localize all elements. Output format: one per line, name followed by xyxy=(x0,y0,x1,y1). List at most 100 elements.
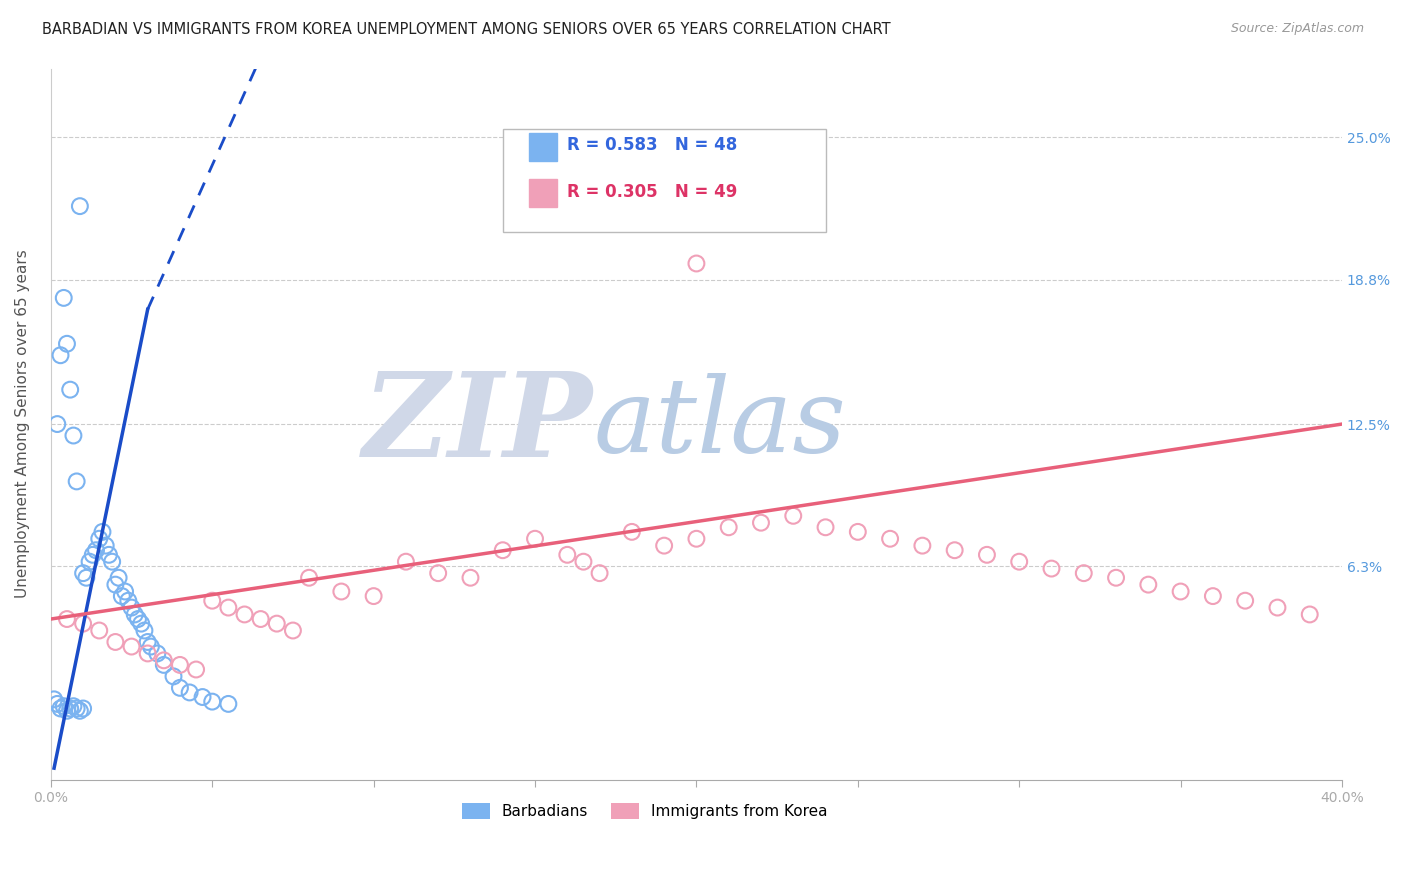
Point xyxy=(1234,593,1257,607)
Point xyxy=(1299,607,1322,622)
Y-axis label: Unemployment Among Seniors over 65 years: Unemployment Among Seniors over 65 years xyxy=(15,250,30,599)
Point xyxy=(56,336,79,351)
Point xyxy=(191,690,214,704)
Point xyxy=(91,524,114,539)
Point xyxy=(114,584,136,599)
Point xyxy=(1008,555,1031,569)
Point xyxy=(814,520,837,534)
Point xyxy=(107,571,129,585)
Point xyxy=(217,697,239,711)
Point xyxy=(69,704,91,718)
Point xyxy=(129,616,152,631)
Text: BARBADIAN VS IMMIGRANTS FROM KOREA UNEMPLOYMENT AMONG SENIORS OVER 65 YEARS CORR: BARBADIAN VS IMMIGRANTS FROM KOREA UNEMP… xyxy=(42,22,891,37)
Point xyxy=(201,593,224,607)
Text: R = 0.305   N = 49: R = 0.305 N = 49 xyxy=(567,183,738,201)
Point xyxy=(52,291,75,305)
Point xyxy=(117,593,139,607)
Point xyxy=(266,616,288,631)
Point xyxy=(82,548,104,562)
Legend: Barbadians, Immigrants from Korea: Barbadians, Immigrants from Korea xyxy=(456,797,834,825)
Point xyxy=(52,699,75,714)
Point xyxy=(524,532,547,546)
Point xyxy=(846,524,869,539)
Point xyxy=(652,539,675,553)
FancyBboxPatch shape xyxy=(529,178,557,207)
Point xyxy=(201,695,224,709)
Point xyxy=(492,543,515,558)
Point xyxy=(1267,600,1289,615)
Point xyxy=(97,548,120,562)
Point xyxy=(104,635,127,649)
Point xyxy=(588,566,610,581)
Point xyxy=(136,635,159,649)
Text: R = 0.583   N = 48: R = 0.583 N = 48 xyxy=(567,136,738,154)
Point xyxy=(104,577,127,591)
Point xyxy=(72,566,94,581)
Point xyxy=(169,681,191,695)
Point xyxy=(124,607,146,622)
Point xyxy=(976,548,998,562)
Point xyxy=(153,653,176,667)
Point xyxy=(281,624,304,638)
Point xyxy=(146,647,169,661)
Point xyxy=(69,199,91,213)
Point xyxy=(49,701,72,715)
FancyBboxPatch shape xyxy=(503,129,825,232)
Point xyxy=(66,475,89,489)
Point xyxy=(233,607,256,622)
Point xyxy=(749,516,772,530)
Point xyxy=(89,532,111,546)
Point xyxy=(169,657,191,672)
Point xyxy=(879,532,901,546)
Point xyxy=(1137,577,1160,591)
Point xyxy=(72,616,94,631)
Point xyxy=(59,701,82,715)
Point xyxy=(555,548,578,562)
Point xyxy=(782,508,804,523)
Point xyxy=(136,647,159,661)
Point xyxy=(62,428,84,442)
Point xyxy=(72,701,94,715)
Point xyxy=(46,417,69,431)
Point xyxy=(685,256,707,270)
Point xyxy=(79,555,101,569)
Point xyxy=(84,543,107,558)
Point xyxy=(121,640,143,654)
Point xyxy=(943,543,966,558)
Point xyxy=(685,532,707,546)
Point xyxy=(42,692,65,706)
Point xyxy=(89,624,111,638)
Point xyxy=(94,539,117,553)
Point xyxy=(66,701,89,715)
Point xyxy=(162,669,184,683)
Text: ZIP: ZIP xyxy=(363,367,593,482)
Point xyxy=(717,520,740,534)
Point xyxy=(330,584,353,599)
Point xyxy=(298,571,321,585)
Text: Source: ZipAtlas.com: Source: ZipAtlas.com xyxy=(1230,22,1364,36)
Point xyxy=(62,699,84,714)
Point xyxy=(184,663,207,677)
Point xyxy=(363,589,385,603)
Point xyxy=(249,612,271,626)
Point xyxy=(127,612,149,626)
Point xyxy=(134,624,156,638)
Point xyxy=(56,704,79,718)
Point xyxy=(572,555,595,569)
Point xyxy=(911,539,934,553)
Point xyxy=(1202,589,1225,603)
Point xyxy=(46,697,69,711)
Point xyxy=(179,685,201,699)
Point xyxy=(1073,566,1095,581)
Point xyxy=(1040,561,1063,575)
Text: atlas: atlas xyxy=(593,374,846,475)
Point xyxy=(217,600,239,615)
Point xyxy=(49,348,72,362)
Point xyxy=(56,612,79,626)
Point xyxy=(59,383,82,397)
Point xyxy=(75,571,97,585)
Point xyxy=(395,555,418,569)
Point xyxy=(427,566,450,581)
Point xyxy=(1105,571,1128,585)
Point xyxy=(153,657,176,672)
